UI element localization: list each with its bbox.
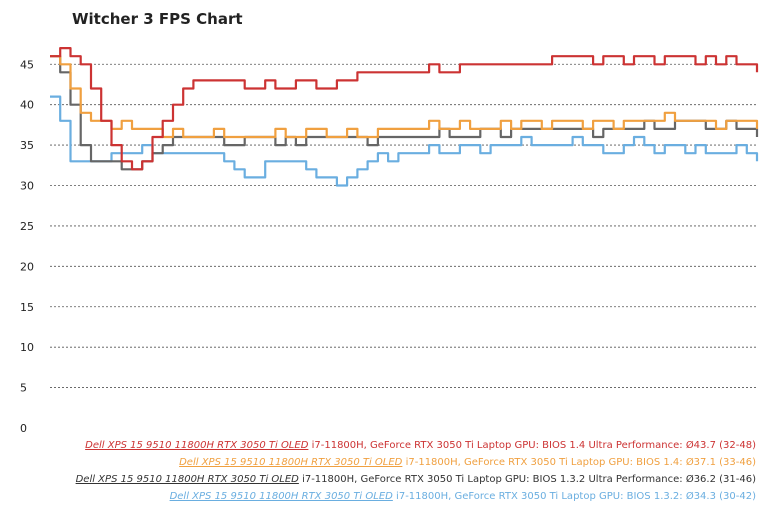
legend-device-link[interactable]: Dell XPS 15 9510 11800H RTX 3050 Ti OLED — [75, 474, 299, 485]
series-line-1 — [50, 55, 759, 139]
series-line-0 — [50, 47, 759, 171]
chart-title: Witcher 3 FPS Chart — [72, 10, 243, 28]
y-tick-label: 15 — [20, 301, 34, 314]
y-tick-label: 20 — [20, 260, 34, 273]
y-tick-label: 10 — [20, 341, 34, 354]
y-tick-label: 25 — [20, 220, 34, 233]
legend-detail: i7-11800H, GeForce RTX 3050 Ti Laptop GP… — [396, 491, 756, 502]
y-tick-label: 5 — [20, 382, 27, 395]
y-tick-label: 45 — [20, 58, 34, 71]
legend-detail: i7-11800H, GeForce RTX 3050 Ti Laptop GP… — [311, 440, 756, 451]
series-line-3 — [50, 95, 759, 187]
y-tick-label: 30 — [20, 180, 34, 193]
legend-device-link[interactable]: Dell XPS 15 9510 11800H RTX 3050 Ti OLED — [85, 440, 309, 451]
legend-device-link[interactable]: Dell XPS 15 9510 11800H RTX 3050 Ti OLED — [169, 491, 393, 502]
legend-item-bios132: Dell XPS 15 9510 11800H RTX 3050 Ti OLED… — [76, 488, 756, 505]
legend-detail: i7-11800H, GeForce RTX 3050 Ti Laptop GP… — [302, 474, 756, 485]
y-tick-label: 35 — [20, 139, 34, 152]
legend: Dell XPS 15 9510 11800H RTX 3050 Ti OLED… — [76, 437, 756, 505]
series-lines — [50, 47, 759, 187]
legend-device-link[interactable]: Dell XPS 15 9510 11800H RTX 3050 Ti OLED — [179, 457, 403, 468]
legend-item-bios14-ultra: Dell XPS 15 9510 11800H RTX 3050 Ti OLED… — [76, 437, 756, 454]
legend-detail: i7-11800H, GeForce RTX 3050 Ti Laptop GP… — [405, 457, 756, 468]
legend-item-bios14: Dell XPS 15 9510 11800H RTX 3050 Ti OLED… — [76, 454, 756, 471]
grid-lines — [50, 63, 757, 388]
y-tick-label: 0 — [20, 422, 27, 435]
y-axis-ticks: 0 5 10 15 20 25 30 35 40 45 — [20, 58, 34, 435]
legend-item-bios132-ultra: Dell XPS 15 9510 11800H RTX 3050 Ti OLED… — [76, 471, 756, 488]
y-tick-label: 40 — [20, 99, 34, 112]
